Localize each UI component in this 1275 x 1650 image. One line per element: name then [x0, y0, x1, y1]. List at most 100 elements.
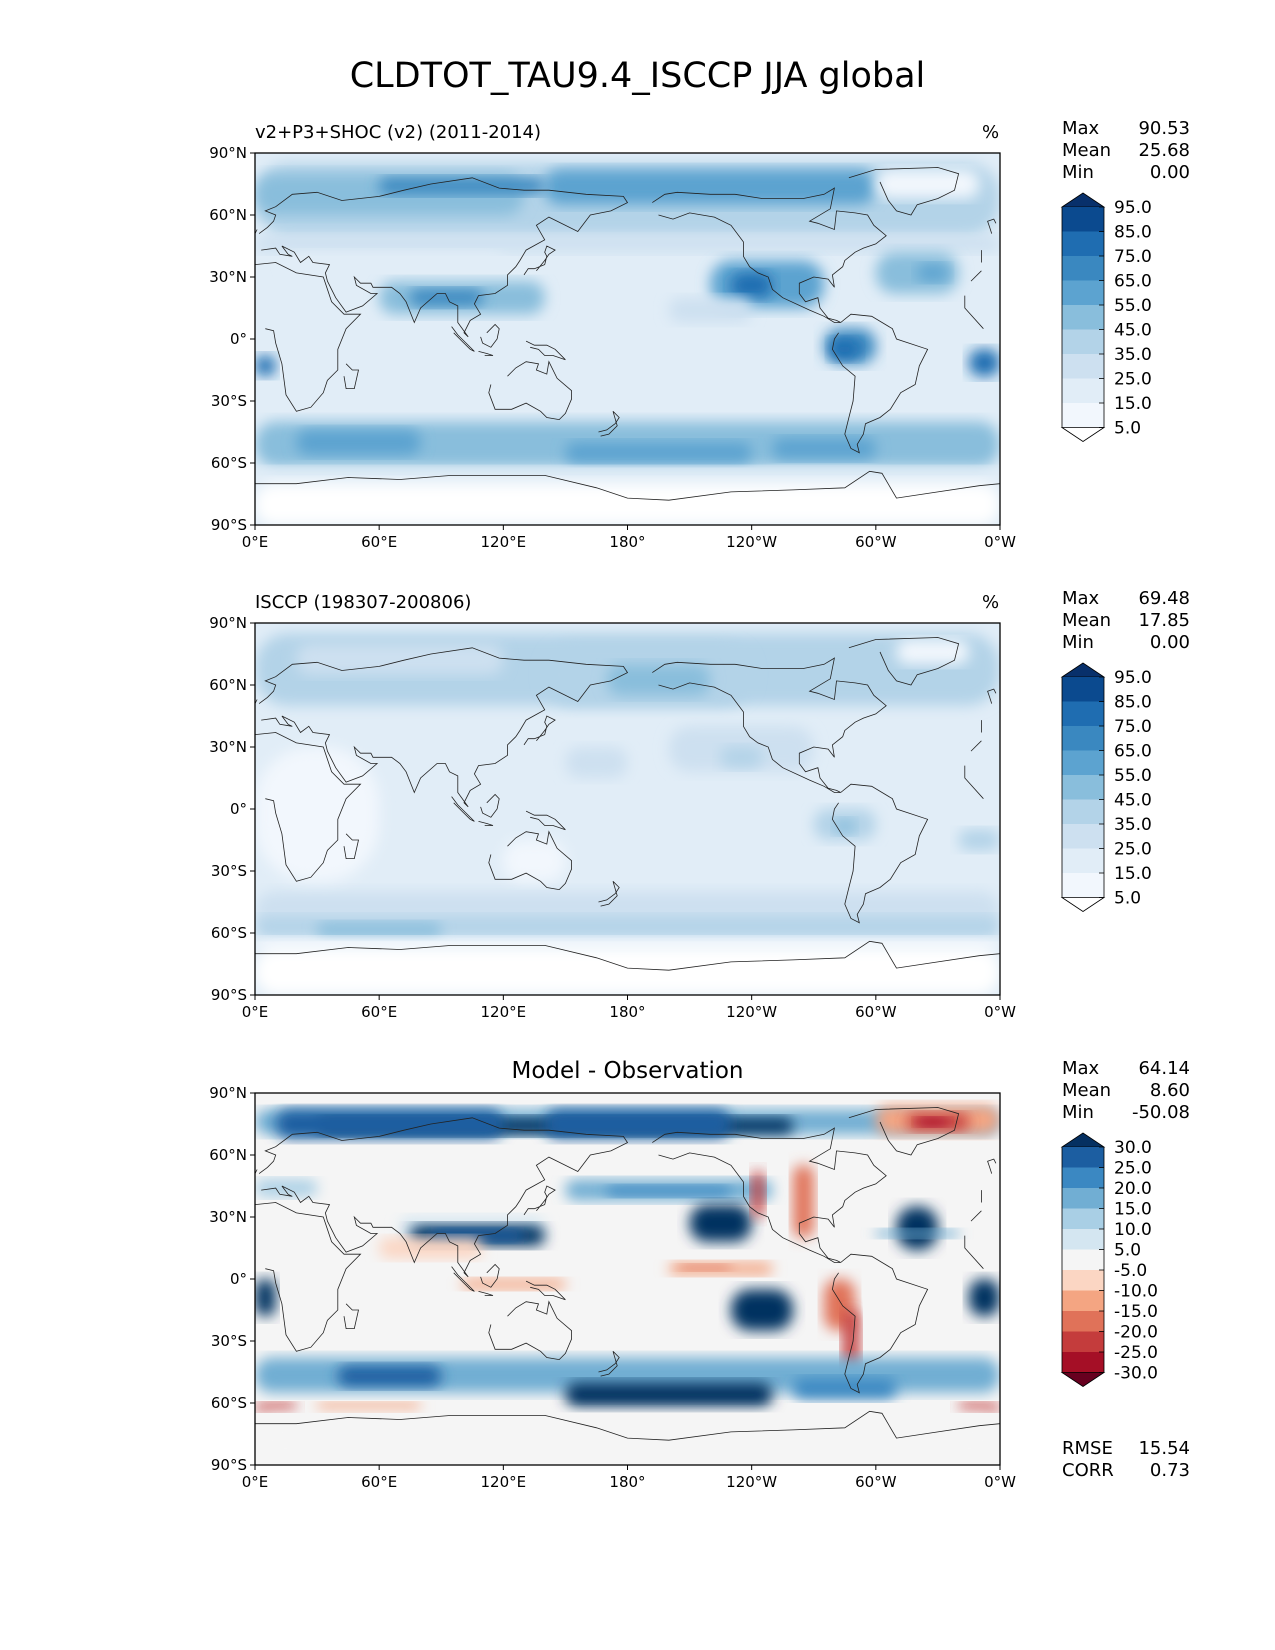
colorbar-segment	[1062, 677, 1104, 702]
y-tick-label: 0°	[230, 330, 247, 348]
max-label: Max	[1062, 118, 1100, 139]
error-stats-box: RMSE 15.54 CORR 0.73	[1062, 1438, 1190, 1482]
x-tick-label: 120°W	[726, 533, 777, 551]
field-region	[255, 1403, 297, 1412]
coastline	[987, 1158, 997, 1174]
colorbar-label: 20.0	[1114, 1179, 1152, 1199]
y-tick-label: 60°S	[211, 1394, 247, 1412]
y-tick-label: 30°N	[209, 268, 247, 286]
rmse-value: 15.54	[1138, 1438, 1190, 1459]
coastline	[831, 313, 929, 454]
x-tick-label: 0°E	[242, 533, 269, 551]
mean-label: Mean	[1062, 1080, 1112, 1101]
coastline	[987, 688, 997, 704]
coastline	[255, 262, 362, 412]
mean-value: 17.85	[1138, 610, 1190, 631]
colorbar-segment	[1062, 1270, 1104, 1291]
coastline	[523, 715, 556, 746]
coastline	[831, 1253, 929, 1394]
field-region	[255, 235, 1000, 253]
field-region	[968, 1279, 1000, 1317]
coastline	[652, 187, 887, 323]
coastline	[488, 830, 572, 891]
field-region	[255, 747, 380, 882]
coastline	[970, 270, 982, 282]
colorbar-extend-bottom	[1060, 1372, 1106, 1387]
rmse-label: RMSE	[1062, 1438, 1113, 1459]
colorbar-segment	[1062, 1147, 1104, 1168]
coastline	[258, 177, 629, 338]
field-region	[689, 1204, 752, 1242]
coastline	[255, 470, 1000, 501]
figure-title: CLDTOT_TAU9.4_ISCCP JJA global	[349, 56, 926, 96]
coastline	[480, 323, 500, 348]
coastline	[255, 1410, 1000, 1441]
max-value: 64.14	[1138, 1058, 1190, 1079]
coastline	[478, 351, 494, 356]
field-region	[917, 264, 949, 282]
coastline	[523, 245, 556, 276]
colorbar-segment	[1062, 799, 1104, 825]
coastline	[848, 1107, 960, 1156]
coastline	[525, 340, 566, 361]
colorbar-segment	[1062, 403, 1104, 428]
field-region	[875, 1229, 959, 1238]
colorbar-segment	[1062, 1249, 1104, 1271]
coastline	[451, 1266, 475, 1292]
x-tick-label: 60°W	[855, 533, 897, 551]
colorbar-label: 10.0	[1114, 1220, 1152, 1240]
field-region	[255, 937, 1000, 948]
coastline	[652, 657, 887, 793]
coastline	[343, 363, 360, 389]
map-field	[255, 623, 1000, 995]
coastline	[652, 1127, 887, 1263]
y-tick-label: 60°S	[211, 454, 247, 472]
colorbar-label: 45.0	[1114, 321, 1152, 341]
field-region	[255, 467, 1000, 480]
y-tick-label: 30°S	[211, 862, 247, 880]
x-tick-label: 120°E	[481, 1473, 527, 1491]
field-region	[830, 339, 860, 360]
colorbar-label: 45.0	[1114, 791, 1152, 811]
y-tick-label: 90°N	[209, 1084, 247, 1102]
field-region	[317, 922, 442, 938]
field-region	[317, 1403, 421, 1412]
coastline	[598, 1351, 620, 1377]
colorbar-label: -10.0	[1114, 1282, 1158, 1302]
field-region	[337, 1365, 442, 1387]
coastline	[255, 732, 362, 882]
stats-box: Max 90.53 Mean 25.68 Min 0.00	[1062, 118, 1190, 184]
colorbar-segment	[1062, 848, 1104, 874]
colorbar-label: 5.0	[1114, 889, 1141, 909]
colorbar-extend-bottom	[1060, 427, 1106, 442]
field-region	[606, 1186, 731, 1197]
panel-title: Model - Observation	[511, 1058, 744, 1084]
x-tick-label: 120°W	[726, 1473, 777, 1491]
mean-label: Mean	[1062, 610, 1112, 631]
y-tick-label: 90°S	[211, 516, 247, 534]
field-region	[410, 289, 483, 306]
map-field	[255, 1093, 1000, 1465]
x-tick-label: 60°E	[361, 533, 397, 551]
colorbar-label: 95.0	[1114, 668, 1152, 688]
y-tick-label: 30°N	[209, 738, 247, 756]
coastline	[478, 1291, 494, 1296]
coastline	[970, 1210, 982, 1222]
min-label: Min	[1062, 1102, 1094, 1123]
colorbar-label: -25.0	[1114, 1343, 1158, 1363]
field-region	[544, 1109, 731, 1139]
colorbar-segment	[1062, 750, 1104, 776]
field-region	[296, 429, 421, 455]
colorbar-label: 65.0	[1114, 272, 1152, 292]
min-value: -50.08	[1131, 1102, 1190, 1123]
field-region	[875, 169, 980, 199]
field-region	[751, 1171, 765, 1217]
y-tick-label: 90°N	[209, 614, 247, 632]
colorbar-label: 25.0	[1114, 840, 1152, 860]
field-region	[503, 840, 566, 882]
colorbar-segment	[1062, 354, 1104, 379]
x-tick-label: 60°E	[361, 1003, 397, 1021]
y-tick-label: 90°S	[211, 1456, 247, 1474]
field-region	[565, 747, 628, 778]
colorbar-label: 75.0	[1114, 247, 1152, 267]
